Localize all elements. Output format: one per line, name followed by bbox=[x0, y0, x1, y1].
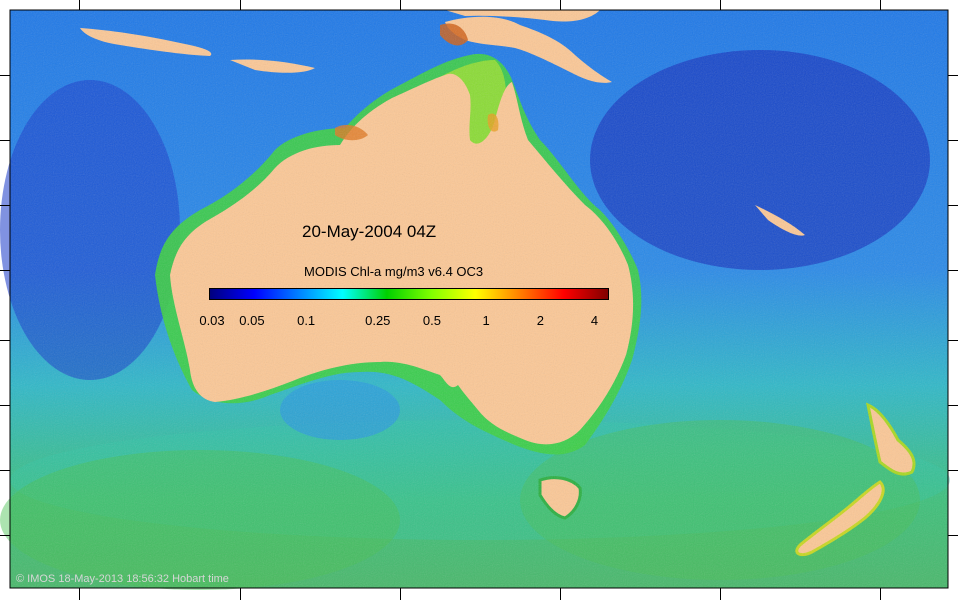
tick-top-6 bbox=[880, 0, 881, 10]
tick-right-3 bbox=[948, 205, 958, 206]
colorbar bbox=[209, 288, 609, 300]
tick-right-4 bbox=[948, 270, 958, 271]
colorbar-tick-label: 0.25 bbox=[365, 313, 391, 328]
tick-left-5 bbox=[0, 340, 10, 341]
tick-bottom-5 bbox=[720, 588, 721, 600]
tick-left-2 bbox=[0, 140, 10, 141]
tick-bottom-3 bbox=[400, 588, 401, 600]
map-border bbox=[9, 9, 949, 589]
tick-right-6 bbox=[948, 405, 958, 406]
tick-bottom-4 bbox=[560, 588, 561, 600]
colorbar-tick-label: 0.1 bbox=[297, 313, 316, 328]
tick-bottom-6 bbox=[880, 588, 881, 600]
tick-left-7 bbox=[0, 470, 10, 471]
tick-bottom-2 bbox=[240, 588, 241, 600]
colorbar-tick-label: 0.5 bbox=[422, 313, 442, 328]
tick-top-5 bbox=[720, 0, 721, 10]
colorbar-tick-label: 1 bbox=[482, 313, 490, 328]
tick-right-7 bbox=[948, 470, 958, 471]
colorbar-tick-label: 0.05 bbox=[239, 313, 265, 328]
tick-bottom-1 bbox=[79, 588, 80, 600]
copyright-text: © IMOS 18-May-2013 18:56:32 Hobart time bbox=[16, 573, 229, 585]
tick-left-1 bbox=[0, 75, 10, 76]
colorbar-tick-label: 4 bbox=[590, 313, 599, 328]
tick-top-4 bbox=[560, 0, 561, 10]
tick-left-6 bbox=[0, 405, 10, 406]
tick-top-3 bbox=[400, 0, 401, 10]
tick-right-5 bbox=[948, 340, 958, 341]
tick-top-2 bbox=[240, 0, 241, 10]
tick-right-8 bbox=[948, 535, 958, 536]
colorbar-tick-label: 2 bbox=[536, 313, 544, 328]
colorbar-title: MODIS Chl-a mg/m3 v6.4 OC3 bbox=[304, 264, 484, 279]
tick-left-4 bbox=[0, 270, 10, 271]
tick-left-3 bbox=[0, 205, 10, 206]
tick-top-1 bbox=[79, 0, 80, 10]
tick-right-2 bbox=[948, 140, 958, 141]
tick-left-8 bbox=[0, 535, 10, 536]
tick-right-1 bbox=[948, 75, 958, 76]
timestamp-label: 20-May-2004 04Z bbox=[302, 222, 437, 241]
colorbar-tick-label: 0.03 bbox=[199, 313, 225, 328]
